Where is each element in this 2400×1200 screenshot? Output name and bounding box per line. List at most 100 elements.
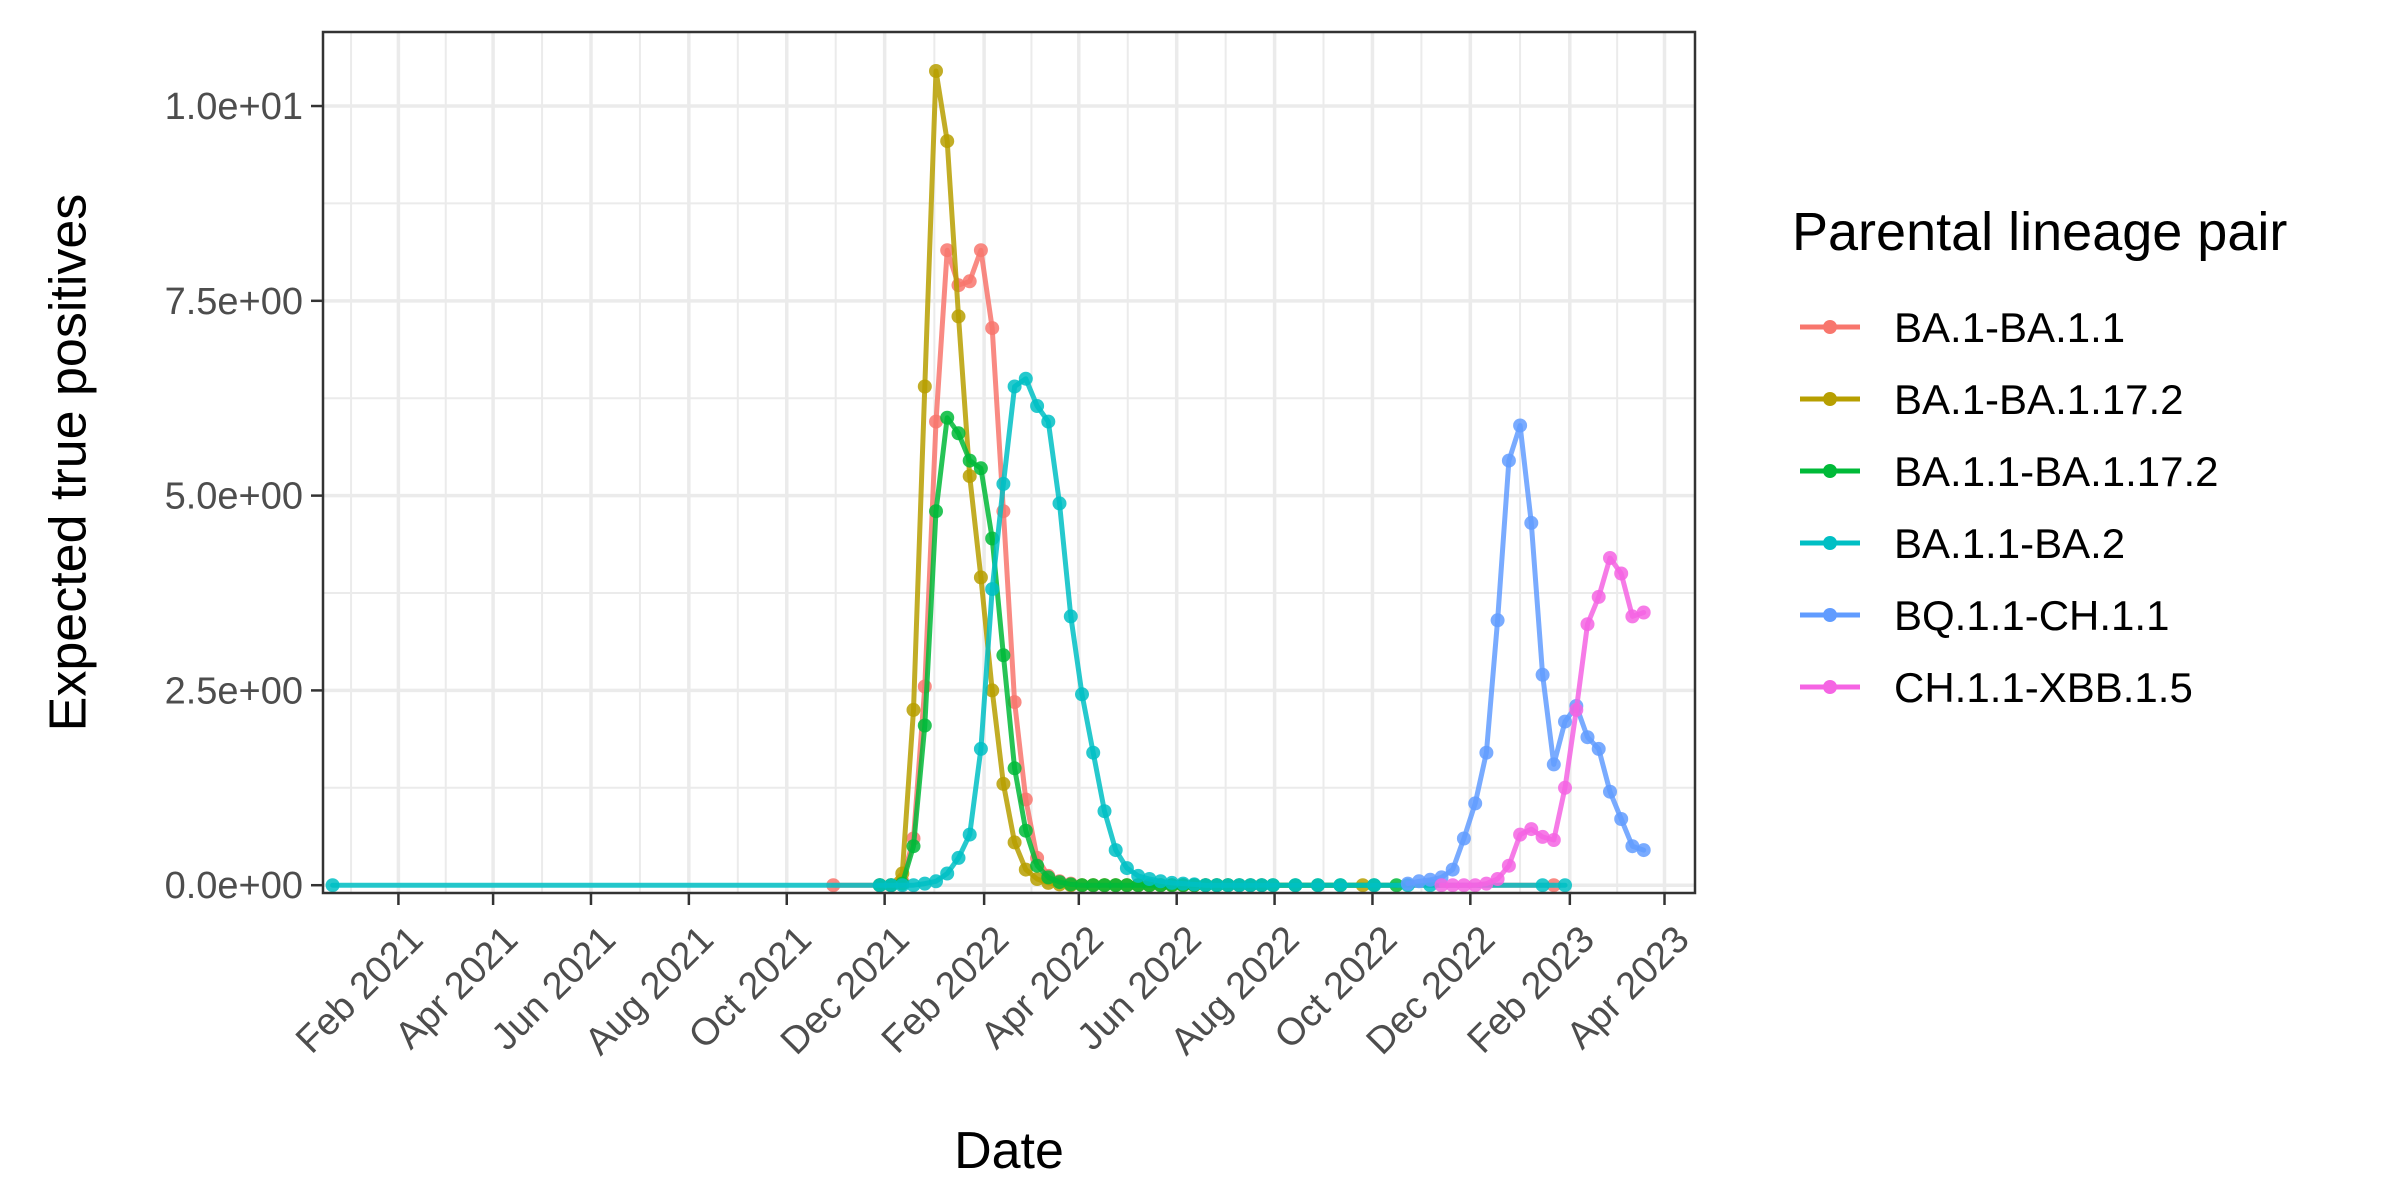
data-point <box>951 850 966 865</box>
data-point <box>917 718 932 733</box>
data-point <box>1625 839 1640 854</box>
data-point <box>1153 874 1168 889</box>
data-point <box>1412 874 1426 889</box>
x-axis-title: Date <box>954 1122 1064 1180</box>
data-point <box>1603 551 1617 565</box>
data-point <box>940 243 955 258</box>
plot-background <box>323 32 1695 893</box>
data-point <box>1254 878 1269 893</box>
data-point <box>1501 453 1516 468</box>
data-point <box>1490 613 1505 628</box>
data-point <box>1580 730 1595 745</box>
data-point <box>1524 822 1539 837</box>
data-point <box>1007 761 1022 776</box>
legend-label: BA.1-BA.1.17.2 <box>1894 376 2184 423</box>
legend-item: BQ.1.1-CH.1.1 <box>1800 592 2169 639</box>
data-point <box>1266 878 1280 893</box>
data-point <box>906 878 921 893</box>
data-point <box>1535 878 1550 893</box>
data-point <box>906 839 921 854</box>
data-point <box>1119 861 1134 876</box>
data-point <box>1569 702 1584 717</box>
data-point <box>1018 823 1033 838</box>
legend-item: CH.1.1-XBB.1.5 <box>1800 664 2193 711</box>
legend-item: BA.1.1-BA.2 <box>1800 520 2125 567</box>
data-point <box>996 476 1011 491</box>
data-point <box>1625 609 1640 624</box>
data-point <box>1007 379 1022 394</box>
data-point <box>940 134 955 149</box>
data-point <box>1445 878 1460 893</box>
data-point <box>1367 878 1382 893</box>
data-point <box>1164 875 1179 890</box>
data-point <box>1434 878 1449 893</box>
data-point <box>1030 872 1045 886</box>
data-point <box>1456 878 1471 893</box>
y-tick-label: 2.5e+00 <box>165 670 303 712</box>
data-point <box>951 309 966 324</box>
data-point <box>1018 371 1033 386</box>
data-point <box>1221 878 1235 893</box>
data-point <box>1142 872 1157 886</box>
data-point <box>1030 399 1045 413</box>
y-axis-title: Expected true positives <box>40 194 98 732</box>
data-point <box>929 64 943 78</box>
data-point <box>1108 843 1123 858</box>
data-point <box>1209 878 1224 893</box>
legend-title: Parental lineage pair <box>1792 202 2287 262</box>
data-point <box>1052 496 1067 511</box>
data-point <box>917 379 932 394</box>
data-point <box>1603 784 1617 799</box>
data-point <box>1445 862 1460 877</box>
legend: Parental lineage pair BA.1-BA.1.1 BA.1-BA… <box>1792 202 2287 711</box>
data-point <box>962 453 977 468</box>
legend-label: BA.1.1-BA.1.17.2 <box>1894 448 2219 495</box>
data-point <box>1041 870 1056 885</box>
data-point <box>1063 877 1078 892</box>
y-tick-label: 0.0e+00 <box>165 865 303 907</box>
data-series <box>325 64 1651 893</box>
legend-key-point <box>1823 680 1837 694</box>
data-point <box>1041 414 1056 429</box>
data-point <box>973 461 988 476</box>
data-point <box>872 878 887 893</box>
data-point <box>1591 741 1606 756</box>
legend-label: BA.1-BA.1.1 <box>1894 304 2125 351</box>
data-point <box>1468 878 1483 893</box>
data-point <box>1198 878 1213 893</box>
data-point <box>1558 714 1572 729</box>
data-point <box>1468 796 1483 811</box>
data-point <box>929 504 943 519</box>
data-point <box>1333 878 1348 893</box>
data-point <box>1007 835 1022 850</box>
data-point <box>962 274 977 289</box>
data-point <box>1535 829 1550 844</box>
legend-key-point <box>1823 392 1837 406</box>
data-point <box>1288 878 1303 893</box>
data-point <box>985 321 1000 336</box>
data-point <box>985 582 1000 597</box>
data-point <box>1075 687 1089 702</box>
data-point <box>1187 877 1202 892</box>
data-point <box>962 827 977 842</box>
data-point <box>1119 878 1134 893</box>
data-point <box>1086 745 1101 760</box>
data-point <box>1423 872 1438 887</box>
data-point <box>1501 858 1516 873</box>
data-point <box>951 426 966 441</box>
legend-key-point <box>1823 464 1837 478</box>
data-point <box>1614 812 1629 826</box>
y-tick-label: 7.5e+00 <box>165 281 303 323</box>
data-point <box>1580 617 1595 632</box>
y-tick-label: 1.0e+01 <box>165 86 303 128</box>
data-point <box>1007 695 1022 710</box>
data-point <box>1052 875 1067 890</box>
data-point <box>1513 418 1528 433</box>
data-point <box>1513 827 1528 842</box>
data-point <box>940 866 955 881</box>
legend-item: BA.1.1-BA.1.17.2 <box>1800 448 2219 495</box>
data-point <box>1243 878 1258 893</box>
data-point <box>1086 878 1101 893</box>
data-point <box>1636 843 1651 858</box>
